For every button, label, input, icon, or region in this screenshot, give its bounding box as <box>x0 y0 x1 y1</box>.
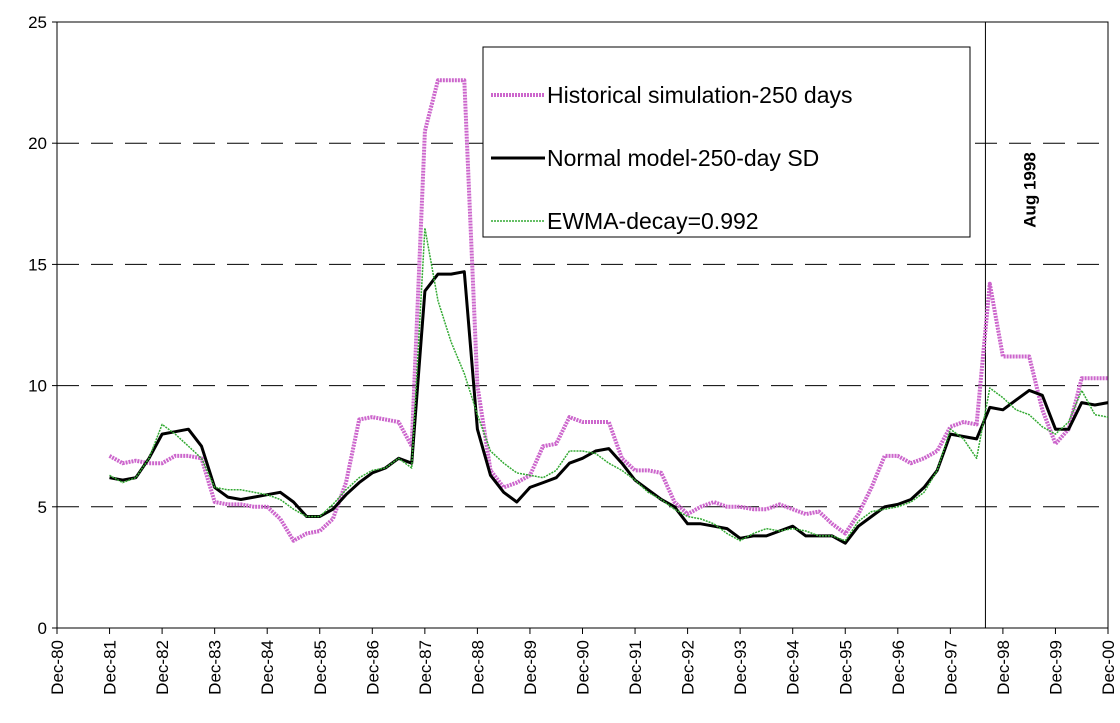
legend-label: EWMA-decay=0.992 <box>547 208 759 234</box>
x-tick-label: Dec-83 <box>206 640 225 695</box>
x-tick-label: Dec-84 <box>258 640 277 695</box>
y-tick-label: 5 <box>38 498 47 517</box>
x-tick-label: Dec-93 <box>731 640 750 695</box>
x-tick-label: Dec-96 <box>889 640 908 695</box>
x-tick-label: Dec-86 <box>363 640 382 695</box>
series-line <box>109 270 1109 545</box>
x-tick-label: Dec-82 <box>153 640 172 695</box>
y-tick-label: 20 <box>28 134 47 153</box>
x-tick-label: Dec-81 <box>101 640 120 695</box>
y-tick-label: 10 <box>28 377 47 396</box>
series-line <box>109 227 1109 542</box>
x-tick-label: Dec-00 <box>1099 640 1118 695</box>
plot-area <box>56 21 1109 629</box>
legend-label: Historical simulation-250 days <box>547 82 853 108</box>
y-tick-label: 15 <box>28 255 47 274</box>
legend-label: Normal model-250-day SD <box>547 145 819 171</box>
x-tick-label: Dec-90 <box>574 640 593 695</box>
x-tick-label: Dec-91 <box>626 640 645 695</box>
y-tick-label: 0 <box>38 619 47 638</box>
x-tick-label: Dec-97 <box>941 640 960 695</box>
x-tick-label: Dec-94 <box>784 640 803 695</box>
x-tick-label: Dec-99 <box>1046 640 1065 695</box>
x-tick-label: Dec-85 <box>311 640 330 695</box>
x-tick-label: Dec-98 <box>994 640 1013 695</box>
y-tick-label: 25 <box>28 13 47 32</box>
x-tick-label: Dec-80 <box>48 640 67 695</box>
legend <box>482 46 971 238</box>
annotation: Aug 1998 <box>1020 152 1039 228</box>
x-tick-label: Dec-87 <box>416 640 435 695</box>
x-tick-label: Dec-92 <box>679 640 698 695</box>
x-tick-label: Dec-95 <box>836 640 855 695</box>
x-tick-label: Dec-89 <box>521 640 540 695</box>
x-tick-label: Dec-88 <box>468 640 487 695</box>
